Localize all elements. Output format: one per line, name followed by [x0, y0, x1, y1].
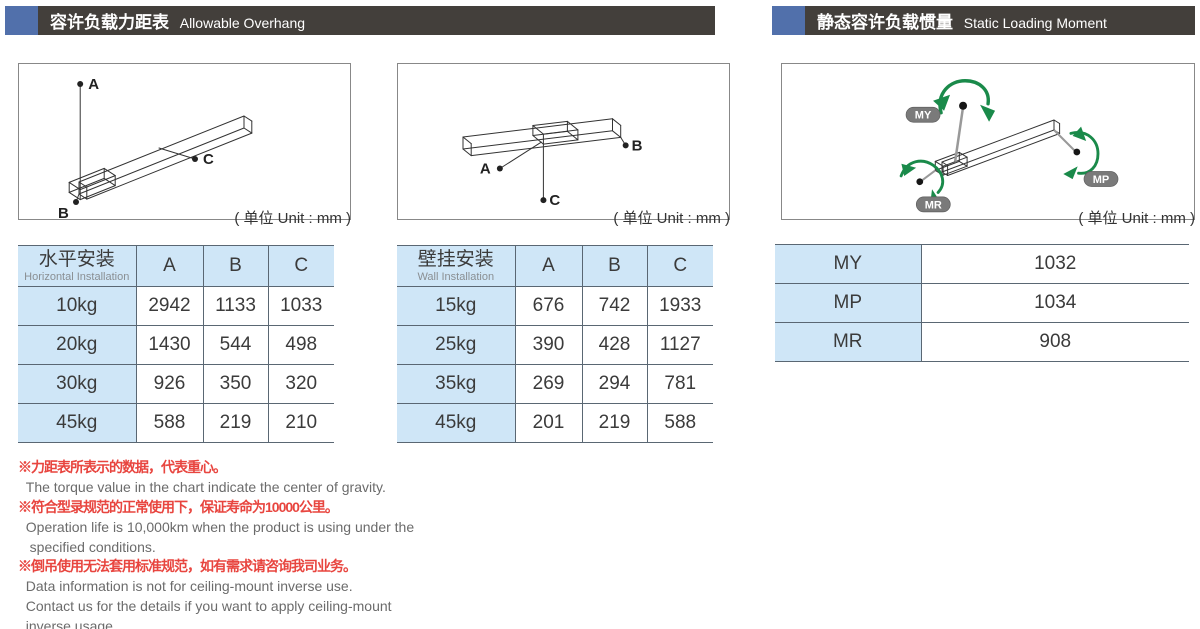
- svg-text:B: B: [632, 137, 643, 154]
- svg-text:A: A: [88, 76, 99, 93]
- svg-text:MR: MR: [925, 199, 942, 211]
- svg-text:MY: MY: [915, 110, 932, 122]
- svg-text:C: C: [549, 192, 560, 209]
- svg-text:C: C: [203, 151, 214, 168]
- svg-text:B: B: [58, 205, 69, 220]
- svg-text:MP: MP: [1093, 174, 1110, 186]
- svg-text:A: A: [480, 161, 491, 178]
